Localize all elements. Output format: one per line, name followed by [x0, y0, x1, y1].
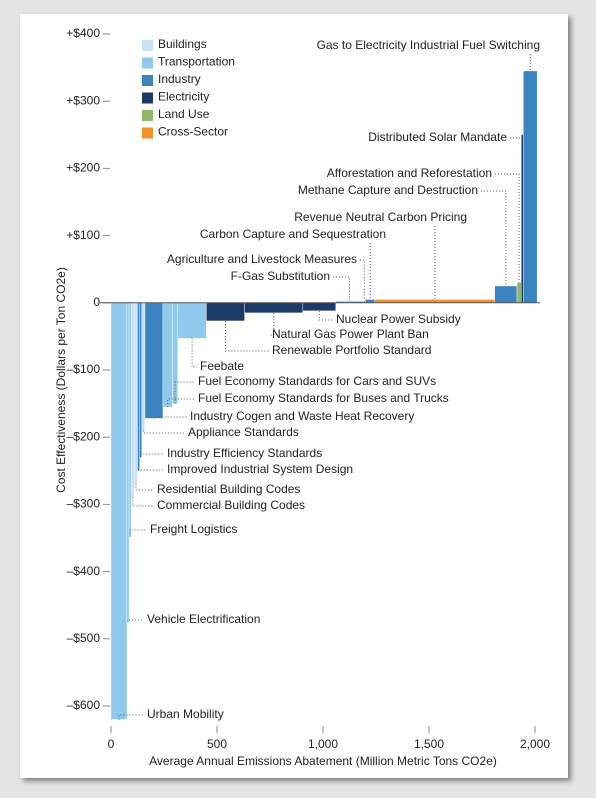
legend-swatch [142, 127, 153, 139]
y-axis-label: Cost Effectiveness (Dollars per Ton CO2e… [54, 267, 68, 493]
leader-line [224, 320, 269, 352]
bar [134, 302, 138, 485]
bar-label: Carbon Capture and Sequestration [200, 227, 386, 241]
leader-line [118, 714, 144, 720]
y-tick-label: 0 [93, 295, 100, 309]
bar-label: Residential Building Codes [157, 482, 300, 496]
bar [365, 299, 376, 304]
bar [144, 302, 164, 419]
bar-label: Natural Gas Power Plant Ban [272, 327, 429, 341]
bar-label: F-Gas Substitution [231, 269, 330, 283]
bar [494, 285, 518, 303]
bar [177, 302, 207, 339]
legend-label: Land Use [158, 107, 210, 121]
bar-label: Fuel Economy Standards for Cars and SUVs [198, 374, 436, 388]
bar-label: Feebate [200, 359, 244, 373]
bar [128, 302, 132, 537]
y-tick-label: –$400 [67, 564, 101, 578]
leader-line [153, 416, 187, 419]
leader-line [127, 619, 144, 622]
bar-label: Fuel Economy Standards for Buses and Tru… [198, 391, 449, 405]
bar-label: Nuclear Power Subsidy [336, 312, 461, 326]
y-tick-label: –$500 [67, 631, 101, 645]
bar-label: Improved Industrial System Design [167, 462, 353, 476]
x-tick-label: 1,500 [414, 737, 444, 751]
leader-line [481, 190, 507, 286]
x-axis-label: Average Annual Emissions Abatement (Mill… [149, 754, 497, 768]
leader-line [135, 484, 154, 491]
legend-label: Cross-Sector [158, 125, 228, 139]
bar [302, 302, 336, 312]
y-tick-label: –$600 [67, 698, 101, 712]
legend-swatch [142, 75, 153, 86]
bar-label: Methane Capture and Destruction [298, 183, 478, 197]
legend-label: Transportation [158, 55, 235, 69]
bar-label: Renewable Portfolio Standard [272, 343, 431, 357]
legend-swatch [142, 40, 153, 51]
bar [162, 302, 173, 408]
leader-line [142, 430, 185, 434]
bar [521, 134, 524, 304]
bar-label: Commercial Building Codes [157, 498, 305, 512]
bar-label: Freight Logistics [150, 522, 237, 536]
leader-line [360, 259, 365, 301]
y-tick-label: +$200 [66, 161, 100, 175]
bar-label: Industry Efficiency Standards [167, 446, 322, 460]
x-tick-label: 0 [108, 737, 115, 751]
legend-swatch [142, 92, 153, 104]
bar [244, 302, 304, 314]
leader-line [132, 497, 154, 507]
leader-line [333, 276, 350, 302]
y-tick-label: +$300 [66, 93, 100, 107]
x-tick-label: 500 [207, 737, 227, 751]
bar [523, 70, 538, 303]
legend-label: Industry [158, 72, 201, 86]
leader-line [129, 529, 147, 537]
bar [126, 302, 130, 623]
bar-label: Revenue Neutral Carbon Pricing [294, 210, 467, 224]
legend-swatch [142, 57, 153, 69]
leader-line [318, 310, 333, 321]
bar-label: Appliance Standards [188, 425, 299, 439]
bar-label: Agriculture and Livestock Measures [167, 252, 357, 266]
legend-label: Electricity [158, 90, 209, 104]
bar [137, 302, 140, 471]
leader-line [138, 469, 164, 471]
y-tick-label: –$100 [67, 362, 101, 376]
legend-swatch [142, 110, 153, 121]
y-tick-label: +$400 [66, 26, 100, 40]
leader-line [191, 338, 197, 368]
bar-label: Afforestation and Reforestation [327, 166, 492, 180]
bar [374, 299, 495, 304]
leader-line [140, 453, 164, 458]
bar [110, 302, 128, 720]
bar-label: Industry Cogen and Waste Heat Recovery [190, 409, 414, 423]
leader-line [510, 134, 523, 139]
y-tick-label: –$200 [67, 429, 101, 443]
y-tick-label: –$300 [67, 497, 101, 511]
bar [206, 302, 245, 322]
bar [130, 302, 135, 498]
legend-label: Buildings [158, 37, 207, 51]
bar-label: Vehicle Electrification [147, 612, 260, 626]
leader-line [174, 381, 195, 404]
bar [141, 302, 146, 431]
bar-label: Distributed Solar Mandate [368, 130, 507, 144]
x-tick-label: 2,000 [520, 737, 550, 751]
y-tick-label: +$100 [66, 228, 100, 242]
leader-line [495, 173, 520, 283]
bar [139, 302, 142, 458]
bar [516, 282, 522, 304]
x-tick-label: 1,000 [308, 737, 338, 751]
bar-label: Urban Mobility [147, 707, 224, 721]
bar-label: Gas to Electricity Industrial Fuel Switc… [317, 38, 540, 52]
